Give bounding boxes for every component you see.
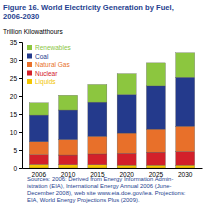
y-tick-mark [19, 78, 22, 79]
y-tick-label: 10 [10, 129, 18, 136]
bar-segment [59, 110, 78, 140]
y-tick: 30 [10, 57, 22, 64]
bar-segment [117, 74, 136, 95]
y-tick-label: 5 [13, 147, 17, 154]
bar-segment [29, 115, 48, 142]
y-tick-label: 35 [10, 39, 18, 46]
bar-segment [59, 95, 78, 110]
bar-segment [117, 95, 136, 134]
y-tick-mark [19, 96, 22, 97]
legend-swatch [27, 54, 32, 59]
bar-segment [117, 165, 136, 168]
source-line: istration (EIA), International Energy An… [27, 183, 171, 189]
bar-segment [176, 126, 195, 151]
bar-series [29, 53, 194, 115]
bar-segment [88, 102, 107, 136]
source-line: Sources: 2006: Derived from Energy Infor… [27, 176, 173, 182]
bar-segment [59, 140, 78, 155]
legend-item: Coal [27, 53, 49, 60]
y-tick: 35 [10, 39, 22, 46]
bar-segment [117, 133, 136, 153]
y-tick-mark [19, 42, 22, 43]
bar-segment [176, 53, 195, 77]
bar-segment [117, 153, 136, 165]
y-tick-mark [19, 150, 22, 151]
bar-segment [146, 165, 165, 168]
legend-label: Nuclear [35, 70, 58, 77]
x-tick: 2030 [178, 168, 193, 178]
bar-segment [88, 165, 107, 168]
legend-item: Renewables [27, 44, 72, 51]
y-tick-mark [19, 114, 22, 115]
y-tick: 5 [13, 147, 22, 154]
bars [29, 53, 194, 168]
bar-segment [59, 155, 78, 165]
legend-label: Coal [35, 53, 49, 60]
y-tick: 15 [10, 111, 22, 118]
chart-title-line: Figure 16. World Electricity Generation … [3, 3, 174, 12]
bar-segment [146, 63, 165, 86]
y-tick-label: 20 [10, 93, 18, 100]
y-tick-label: 15 [10, 111, 18, 118]
chart-title: Figure 16. World Electricity Generation … [3, 3, 174, 21]
bar-series [29, 126, 194, 155]
bar-segment [146, 129, 165, 152]
bar-segment [176, 165, 195, 168]
bar-segment [59, 165, 78, 168]
bar-series [29, 164, 194, 168]
y-tick-label: 0 [13, 165, 17, 172]
legend-item: Liquids [27, 78, 56, 86]
y-tick: 20 [10, 93, 22, 100]
bar-segment [88, 84, 107, 102]
chart-title-line: 2006-2030 [3, 12, 39, 21]
legend-label: Natural Gas [35, 61, 70, 68]
legend-label: Liquids [35, 78, 56, 86]
bar-segment [88, 154, 107, 165]
legend: Renewables CoalNatural Gas NuclearLiquids [27, 44, 72, 86]
y-axis-title: Trillion Kilowatthours [3, 28, 63, 35]
y-tick-label: 30 [10, 57, 18, 64]
bar-segment [29, 103, 48, 115]
legend-swatch [27, 62, 32, 67]
x-tick-label: 2030 [178, 171, 193, 178]
y-axis-line [19, 43, 23, 169]
bar-segment [29, 164, 48, 168]
legend-item: Nuclear [27, 70, 58, 77]
x-axis-line [23, 168, 203, 169]
bar-segment [146, 86, 165, 129]
legend-swatch [27, 79, 32, 84]
source-note: Sources: 2006: Derived from Energy Infor… [27, 176, 186, 203]
legend-item: Natural Gas [27, 61, 70, 68]
legend-label: Renewables [35, 44, 72, 51]
bar-segment [88, 136, 107, 154]
source-line: EIA, World Energy Projections Plus (2009… [27, 197, 140, 203]
bar-segment [176, 77, 195, 126]
source-line: December 2008), web site www.eia.doe.gov… [27, 190, 186, 196]
y-tick: 10 [10, 129, 22, 136]
bar-segment [176, 151, 195, 165]
y-tick: 0 [13, 165, 22, 172]
y-tick-mark [19, 132, 22, 133]
y-tick-label: 25 [10, 75, 18, 82]
y-tick-mark [19, 168, 22, 169]
y-axis: 0 5 10 15 20 25 30 35 [10, 39, 23, 172]
bar-series [29, 77, 194, 141]
bar-segment [146, 152, 165, 165]
bar-series [29, 151, 194, 165]
legend-swatch [27, 45, 32, 50]
y-tick: 25 [10, 75, 22, 82]
y-tick-mark [19, 60, 22, 61]
bar-segment [29, 155, 48, 165]
bar-segment [29, 142, 48, 155]
legend-swatch [27, 71, 32, 76]
